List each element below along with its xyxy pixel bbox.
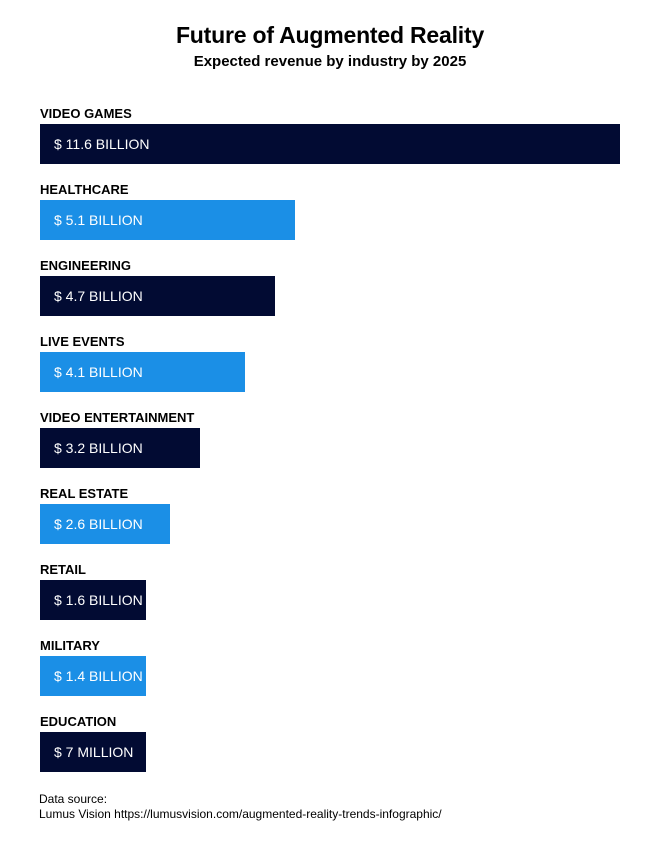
data-source-note: Data source: Lumus Vision https://lumusv… — [39, 792, 442, 822]
bar — [40, 352, 245, 392]
category-label: RETAIL — [40, 562, 86, 577]
chart-subtitle: Expected revenue by industry by 2025 — [193, 53, 467, 70]
data-source-text: Lumus Vision https://lumusvision.com/aug… — [39, 807, 442, 821]
bar — [40, 504, 170, 544]
bar — [40, 124, 620, 164]
bar — [40, 656, 146, 696]
bar-value-label: $ 5.1 BILLION — [54, 212, 143, 228]
category-label: VIDEO GAMES — [40, 106, 132, 121]
bar — [40, 428, 200, 468]
category-label: LIVE EVENTS — [40, 334, 125, 349]
bar-value-label: $ 4.7 BILLION — [54, 288, 143, 304]
bar-value-label: $ 7 MILLION — [54, 744, 133, 760]
category-label: VIDEO ENTERTAINMENT — [40, 410, 194, 425]
bar-value-label: $ 3.2 BILLION — [54, 440, 143, 456]
bar-value-label: $ 11.6 BILLION — [54, 136, 149, 152]
category-label: MILITARY — [40, 638, 100, 653]
bar — [40, 200, 295, 240]
bar-value-label: $ 1.6 BILLION — [54, 592, 143, 608]
bar — [40, 732, 146, 772]
bar — [40, 580, 146, 620]
category-label: REAL ESTATE — [40, 486, 128, 501]
bar — [40, 276, 275, 316]
bar-value-label: $ 4.1 BILLION — [54, 364, 143, 380]
chart-title: Future of Augmented Reality — [175, 22, 485, 48]
bar-value-label: $ 2.6 BILLION — [54, 516, 143, 532]
category-label: EDUCATION — [40, 714, 116, 729]
data-source-label: Data source: — [39, 792, 108, 806]
bar-value-label: $ 1.4 BILLION — [54, 668, 143, 684]
category-label: HEALTHCARE — [40, 182, 129, 197]
category-label: ENGINEERING — [40, 258, 131, 273]
